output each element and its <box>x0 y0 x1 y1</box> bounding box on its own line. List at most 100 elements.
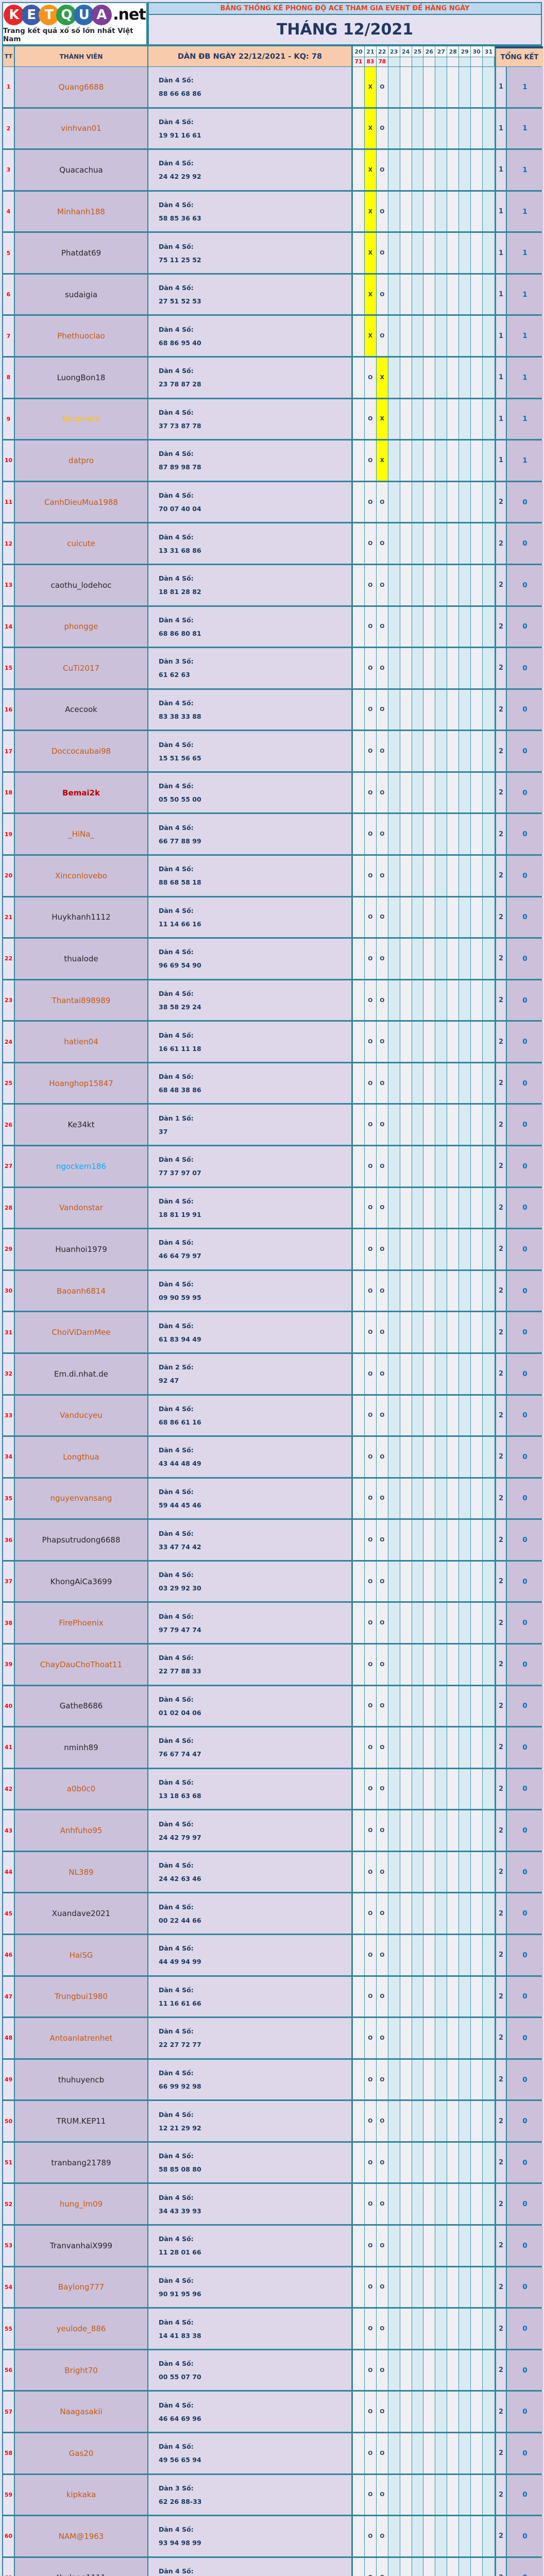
day-25-mark-cell <box>412 1188 424 1228</box>
day-30-mark-cell <box>471 2018 483 2058</box>
dan-numbers: 18 81 19 91 <box>159 1210 201 1218</box>
day-21-mark-cell: X <box>364 108 377 149</box>
day-28-mark-cell <box>447 897 460 938</box>
dan-cell: Dàn 4 Số: 23 78 87 28 <box>148 358 353 398</box>
day-27-mark-cell <box>435 1686 448 1726</box>
rank-cell: 61 <box>3 2557 15 2576</box>
rank-cell: 41 <box>3 1727 15 1768</box>
dan-numbers: 58 85 08 80 <box>159 2165 201 2174</box>
day-26-mark-cell <box>423 108 436 149</box>
day-27-mark-cell <box>435 399 448 439</box>
total-left-cell: 2 <box>495 2433 507 2473</box>
day-21-mark-cell: O <box>364 2309 377 2349</box>
day-result-21: 83 <box>364 57 377 66</box>
dan-numbers: 92 47 <box>159 1377 179 1385</box>
day-25-mark-cell <box>412 2433 424 2473</box>
day-27-mark-cell <box>435 108 448 149</box>
day-22-mark-cell: O <box>376 2516 388 2556</box>
day-21-mark-cell: O <box>364 2226 377 2266</box>
member-name: Anhfuho95 <box>15 1810 148 1851</box>
dan-cell: Dàn 4 Số: 92 93 95 96 <box>148 2557 353 2576</box>
day-25-mark-cell <box>412 1229 424 1269</box>
member-name: Huanhoi1979 <box>15 1229 148 1269</box>
day-31-mark-cell <box>483 191 495 232</box>
day-25-mark-cell <box>412 772 424 813</box>
dan-numbers: 11 28 01 66 <box>159 2248 201 2257</box>
day-28-mark-cell <box>447 1769 460 1809</box>
day-30-mark-cell <box>471 2392 483 2432</box>
day-30-mark-cell <box>471 772 483 813</box>
day-22-mark-cell: O <box>376 1437 388 1477</box>
day-24-mark-cell <box>400 1146 412 1187</box>
day-22-mark-cell: O <box>376 1229 388 1269</box>
total-left-cell: 1 <box>495 316 507 357</box>
day-23-mark-cell <box>388 1644 400 1685</box>
day-31-mark-cell <box>483 606 495 647</box>
day-26-mark-cell <box>423 523 436 564</box>
day-30-mark-cell <box>471 2142 483 2183</box>
dan-numbers: 93 94 98 99 <box>159 2539 201 2547</box>
total-right-cell: 1 <box>507 150 543 190</box>
day-26-mark-cell <box>423 731 436 771</box>
day-24-mark-cell <box>400 191 412 232</box>
day-27-mark-cell <box>435 814 448 854</box>
header-dan: DÀN ĐB NGÀY 22/12/2021 - KQ: 78 <box>148 46 353 66</box>
day-21-mark-cell: X <box>364 150 377 190</box>
day-27-mark-cell <box>435 1810 448 1851</box>
logo-tagline: Trang kết quả xổ số lớn nhất Việt Nam <box>3 26 133 43</box>
dan-label: Dàn 4 Số: <box>159 1986 194 1994</box>
day-28-mark-cell <box>447 2267 460 2308</box>
table-row: 35 nguyenvansang Dàn 4 Số: 59 44 45 46 O… <box>3 1478 543 1520</box>
member-name: Quacachua <box>15 150 148 190</box>
dan-cell: Dàn 4 Số: 24 42 63 46 <box>148 1852 353 1892</box>
day-29-mark-cell <box>459 316 471 357</box>
day-22-mark-cell: O <box>376 2557 388 2576</box>
day-31-mark-cell <box>483 2350 495 2391</box>
day-22-mark-cell: O <box>376 108 388 149</box>
day-20-mark-cell <box>353 1229 365 1269</box>
day-23-mark-cell <box>388 814 400 854</box>
day-25-mark-cell <box>412 2516 424 2556</box>
day-22-mark-cell: O <box>376 980 388 1021</box>
day-29-mark-cell <box>459 440 471 481</box>
day-result-26 <box>423 57 436 66</box>
day-24-mark-cell <box>400 1603 412 1643</box>
table-row: 25 Hoanghop15847 Dàn 4 Số: 68 48 38 86 O… <box>3 1063 543 1105</box>
rank-cell: 19 <box>3 814 15 854</box>
day-26-mark-cell <box>423 191 436 232</box>
dan-cell: Dàn 4 Số: 49 56 65 94 <box>148 2433 353 2473</box>
day-21-mark-cell: O <box>364 2184 377 2225</box>
day-23-mark-cell <box>388 1105 400 1145</box>
total-left-cell: 2 <box>495 855 507 896</box>
day-27-mark-cell <box>435 274 448 315</box>
day-24-mark-cell <box>400 2350 412 2391</box>
day-26-mark-cell <box>423 2101 436 2141</box>
day-31-mark-cell <box>483 440 495 481</box>
member-name: Em.di.nhat.de <box>15 1353 148 1394</box>
dan-numbers: 19 91 16 61 <box>159 131 201 139</box>
day-29-mark-cell <box>459 1229 471 1269</box>
day-22-mark-cell: O <box>376 855 388 896</box>
day-30-mark-cell <box>471 67 483 107</box>
day-27-mark-cell <box>435 1852 448 1892</box>
dan-label: Dàn 4 Số: <box>159 284 194 292</box>
day-22-mark-cell: O <box>376 1686 388 1726</box>
rank-cell: 28 <box>3 1188 15 1228</box>
day-27-mark-cell <box>435 2142 448 2183</box>
member-name: Vandonstar <box>15 1188 148 1228</box>
member-name: hatien04 <box>15 1022 148 1062</box>
rank-cell: 45 <box>3 1893 15 1934</box>
day-20-mark-cell <box>353 1561 365 1602</box>
rank-cell: 15 <box>3 648 15 688</box>
